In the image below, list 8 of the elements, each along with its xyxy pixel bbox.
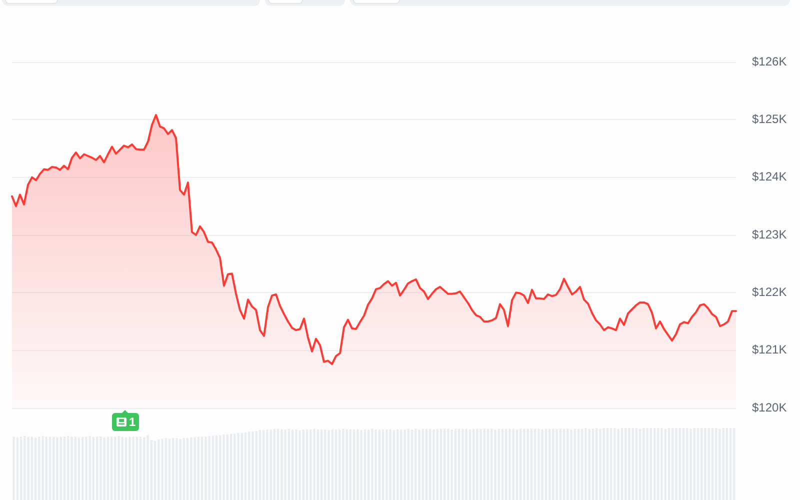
y-tick-label: $126K — [752, 54, 787, 68]
y-tick-label: $122K — [752, 284, 787, 299]
y-tick-label: $120K — [752, 400, 787, 414]
annotation: 1 — [129, 415, 136, 429]
y-tick-label: $124K — [752, 170, 787, 184]
y-tick-label: $125K — [752, 112, 787, 126]
y-tick-label: $123K — [752, 227, 787, 242]
y-tick-label: $121K — [752, 342, 787, 357]
